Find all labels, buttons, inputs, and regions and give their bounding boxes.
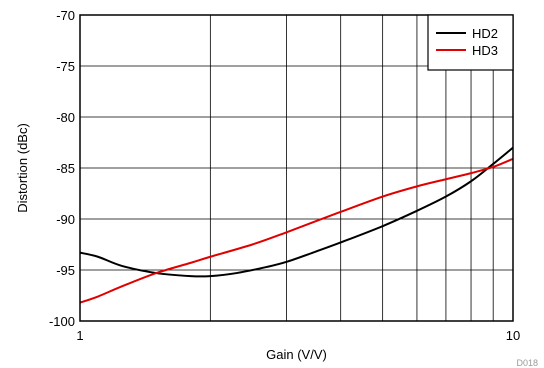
x-tick-label: 10 <box>506 328 520 343</box>
x-tick-label: 1 <box>76 328 83 343</box>
y-tick-label: -95 <box>56 263 75 278</box>
y-tick-label: -100 <box>49 314 75 329</box>
x-axis-label: Gain (V/V) <box>266 347 327 362</box>
legend-label-hd3: HD3 <box>472 43 498 58</box>
series-line-hd2 <box>79 146 514 278</box>
y-tick-label: -85 <box>56 161 75 176</box>
legend-label-hd2: HD2 <box>472 26 498 41</box>
legend-box <box>427 14 514 71</box>
series-line-hd3 <box>79 157 514 304</box>
plot-frame <box>79 14 514 322</box>
y-tick-label: -80 <box>56 110 75 125</box>
figure-id-label: D018 <box>516 358 538 368</box>
legend: HD2 HD3 <box>427 14 514 71</box>
y-axis-label: Distortion (dBc) <box>15 123 30 213</box>
y-tick-label: -75 <box>56 59 75 74</box>
y-tick-label: -90 <box>56 212 75 227</box>
series-lines <box>79 146 514 304</box>
y-tick-label: -70 <box>56 8 75 23</box>
